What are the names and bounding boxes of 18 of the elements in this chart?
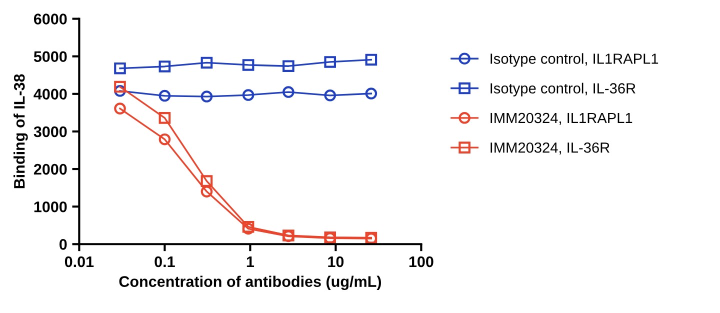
y-tick-label: 4000 [34, 88, 67, 100]
legend-label: Isotype control, IL1RAPL1 [490, 53, 658, 67]
x-tick-label: 0.01 [64, 256, 94, 268]
y-tick-label: 2000 [34, 164, 67, 175]
legend-label: IMM20324, IL1RAPL1 [490, 112, 632, 125]
x-tick-label: 10 [328, 256, 344, 268]
y-tick-label: 1000 [34, 201, 67, 212]
x-tick-label: 100 [409, 256, 434, 268]
legend-label: IMM20324, IL-36R [490, 142, 610, 155]
y-tick-label: 3000 [34, 126, 67, 138]
y-tick-label: 0 [60, 239, 67, 250]
y-tick-label: 6000 [34, 14, 67, 24]
x-tick-label: 0.1 [154, 256, 175, 268]
y-axis-title: Binding of IL-38 [14, 74, 28, 188]
legend-label: Isotype control, IL-36R [490, 82, 636, 96]
y-tick-label: 5000 [34, 51, 67, 62]
x-tick-label: 1 [246, 256, 254, 268]
x-axis-title: Concentration of antibodies (ug/mL) [119, 276, 381, 290]
